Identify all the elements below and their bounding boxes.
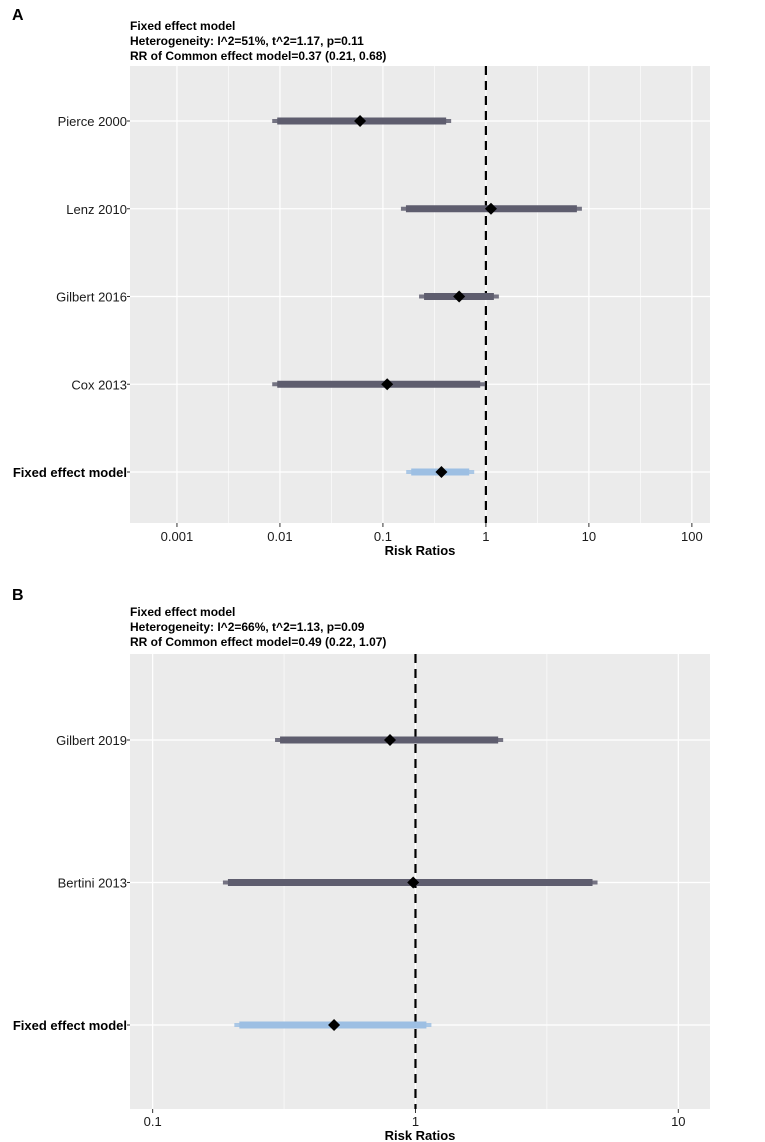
panel-b-x-ticks: 0.1 1 10	[144, 1109, 686, 1129]
panel-a-x-tick-label: 0.1	[374, 529, 392, 544]
panel-b-heterogeneity: Heterogeneity: I^2=66%, t^2=1.13, p=0.09	[130, 620, 365, 634]
panel-b: B Fixed effect model Heterogeneity: I^2=…	[12, 587, 710, 1142]
panel-a-study-labels: Pierce 2000 Lenz 2010 Gilbert 2016 Cox 2013…	[13, 114, 130, 480]
panel-a-study-rows	[272, 115, 582, 478]
panel-b-x-axis-title: Risk Ratios	[385, 1128, 456, 1142]
panel-b-pooled-estimate: RR of Common effect model=0.49 (0.22, 1.…	[130, 635, 386, 649]
panel-b-study-labels: Gilbert 2019 Bertini 2013 Fixed effect mod…	[13, 733, 130, 1033]
panel-a-point-estimate	[484, 202, 497, 215]
panel-b-study-label: Bertini 2013	[58, 876, 127, 891]
panel-a-study-label: Gilbert 2016	[56, 290, 127, 305]
panel-a-x-axis-title: Risk Ratios	[385, 543, 456, 558]
panel-a-x-tick-label: 100	[681, 529, 703, 544]
panel-a-pooled-estimate: RR of Common effect model=0.37 (0.21, 0.…	[130, 49, 386, 63]
panel-a-x-tick-label: 10	[582, 529, 596, 544]
panel-a-point-estimate	[453, 290, 466, 303]
panel-a-study-row	[400, 202, 582, 215]
panel-b-study-row	[275, 734, 504, 746]
panel-b-study-rows	[222, 734, 598, 1031]
panel-b-point-estimate	[328, 1019, 341, 1031]
panel-a-study-label: Lenz 2010	[66, 202, 127, 217]
panel-a-x-tick-label: 1	[482, 529, 489, 544]
panel-a-x-tick-label: 0.01	[267, 529, 292, 544]
panel-b-x-tick-label: 0.1	[144, 1114, 162, 1129]
panel-b-point-estimate	[384, 734, 397, 746]
panel-b-x-tick-label: 1	[412, 1114, 419, 1129]
panel-b-study-label: Fixed effect model	[13, 1018, 127, 1033]
panel-b-study-label: Gilbert 2019	[56, 733, 127, 748]
panel-a-study-label: Pierce 2000	[58, 114, 127, 129]
panel-b-x-tick-label: 10	[671, 1114, 685, 1129]
panel-b-study-row	[222, 876, 598, 889]
panel-a-study-row	[272, 378, 486, 391]
panel-a: A Fixed effect model Heterogeneity: I^2=…	[12, 7, 710, 558]
panel-a-study-row	[272, 115, 452, 127]
panel-a-study-row	[419, 290, 499, 303]
panel-a-x-tick-label: 0.001	[161, 529, 194, 544]
panel-a-point-estimate	[381, 378, 394, 391]
panel-a-letter: A	[12, 7, 24, 24]
panel-a-heterogeneity: Heterogeneity: I^2=51%, t^2=1.17, p=0.11	[130, 34, 364, 48]
panel-a-ci-bar	[277, 380, 481, 388]
panel-b-title: Fixed effect model	[130, 605, 235, 619]
panel-a-study-label: Fixed effect model	[13, 465, 127, 480]
panel-b-letter: B	[12, 587, 24, 604]
panel-a-study-row	[406, 466, 475, 478]
panel-b-point-estimate	[407, 876, 420, 889]
panel-a-x-ticks: 0.001 0.01 0.1 1 10 100	[161, 523, 703, 544]
panel-a-point-estimate	[435, 466, 448, 478]
panel-b-study-row	[234, 1019, 432, 1031]
panel-a-title: Fixed effect model	[130, 19, 235, 33]
panel-a-point-estimate	[354, 115, 367, 127]
panel-a-study-label: Cox 2013	[71, 377, 127, 392]
